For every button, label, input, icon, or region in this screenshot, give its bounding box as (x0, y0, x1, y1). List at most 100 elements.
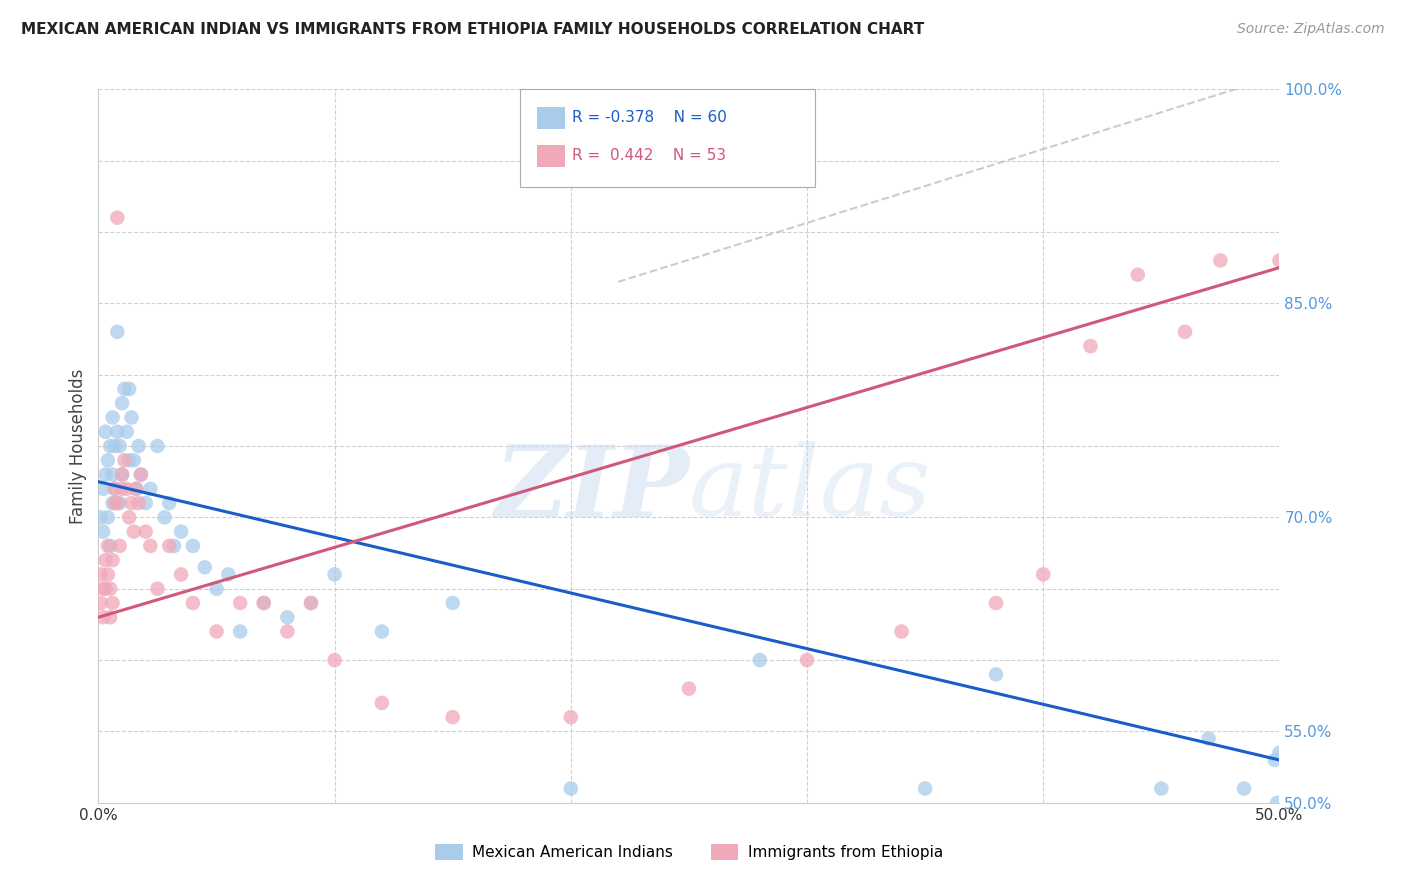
Point (118, 382, 141, 396)
Text: R = -0.378    N = 60: R = -0.378 N = 60 (572, 111, 727, 125)
Point (97, 567, 120, 582)
Point (91, 582, 114, 596)
Point (748, 653, 770, 667)
Point (560, 781, 582, 796)
Point (121, 410, 143, 425)
Point (98, 582, 121, 596)
Point (1244, 810, 1267, 824)
Point (125, 482, 148, 496)
Point (129, 467, 152, 482)
Point (105, 496, 128, 510)
Point (94, 425, 117, 439)
Point (101, 410, 124, 425)
Point (253, 596, 276, 610)
Point (139, 539, 162, 553)
Point (122, 453, 145, 467)
Point (205, 624, 228, 639)
Point (984, 596, 1007, 610)
Point (94, 582, 117, 596)
Point (217, 567, 239, 582)
Point (1032, 567, 1054, 582)
Point (112, 382, 135, 396)
Point (299, 596, 322, 610)
Point (108, 439, 131, 453)
Point (125, 482, 148, 496)
Text: MEXICAN AMERICAN INDIAN VS IMMIGRANTS FROM ETHIOPIA FAMILY HOUSEHOLDS CORRELATIO: MEXICAN AMERICAN INDIAN VS IMMIGRANTS FR… (21, 22, 924, 37)
Point (115, 482, 138, 496)
Point (441, 596, 464, 610)
Point (90, 596, 112, 610)
Point (90, 567, 112, 582)
Point (101, 496, 124, 510)
Point (121, 496, 143, 510)
Point (205, 582, 228, 596)
Point (170, 524, 193, 539)
Point (104, 482, 127, 496)
Point (157, 539, 180, 553)
Legend: Mexican American Indians, Immigrants from Ethiopia: Mexican American Indians, Immigrants fro… (429, 838, 949, 866)
Point (1257, 824, 1279, 838)
Point (253, 596, 276, 610)
Point (111, 482, 134, 496)
Point (135, 524, 157, 539)
Point (128, 439, 150, 453)
Point (97, 453, 120, 467)
Point (104, 496, 127, 510)
Point (181, 596, 204, 610)
Point (111, 396, 134, 410)
Point (371, 696, 394, 710)
Point (91, 482, 114, 496)
Point (1126, 268, 1149, 282)
Point (98, 610, 121, 624)
Point (111, 467, 134, 482)
Point (194, 560, 217, 574)
Point (1268, 253, 1291, 268)
Point (139, 482, 162, 496)
Point (135, 496, 157, 510)
Point (157, 496, 180, 510)
Point (105, 425, 128, 439)
Point (276, 624, 298, 639)
Point (91, 610, 114, 624)
Point (90, 510, 112, 524)
Point (1233, 781, 1256, 796)
Point (98, 439, 121, 453)
Point (1265, 796, 1288, 810)
Point (1080, 339, 1102, 353)
Point (371, 624, 394, 639)
Point (1244, 810, 1267, 824)
Point (984, 667, 1007, 681)
Point (146, 439, 169, 453)
Point (108, 496, 131, 510)
Point (323, 567, 346, 582)
Point (98, 539, 121, 553)
Point (101, 467, 124, 482)
Point (112, 453, 135, 467)
Point (101, 596, 124, 610)
Point (94, 467, 117, 482)
Point (163, 539, 186, 553)
Point (115, 425, 138, 439)
Point (105, 211, 128, 225)
Point (146, 582, 169, 596)
Point (122, 524, 145, 539)
Y-axis label: Family Households: Family Households (69, 368, 87, 524)
Point (181, 539, 204, 553)
Text: ZIP: ZIP (494, 441, 689, 537)
Text: Source: ZipAtlas.com: Source: ZipAtlas.com (1237, 22, 1385, 37)
Point (229, 596, 252, 610)
Point (560, 710, 582, 724)
Point (299, 596, 322, 610)
Point (170, 567, 193, 582)
Point (118, 453, 141, 467)
Point (1080, 810, 1102, 824)
Point (1268, 746, 1291, 760)
Point (105, 325, 128, 339)
Point (128, 496, 150, 510)
Point (678, 681, 700, 696)
Point (118, 510, 141, 524)
Point (1209, 253, 1232, 268)
Point (1264, 753, 1286, 767)
Point (94, 553, 117, 567)
Point (129, 467, 152, 482)
